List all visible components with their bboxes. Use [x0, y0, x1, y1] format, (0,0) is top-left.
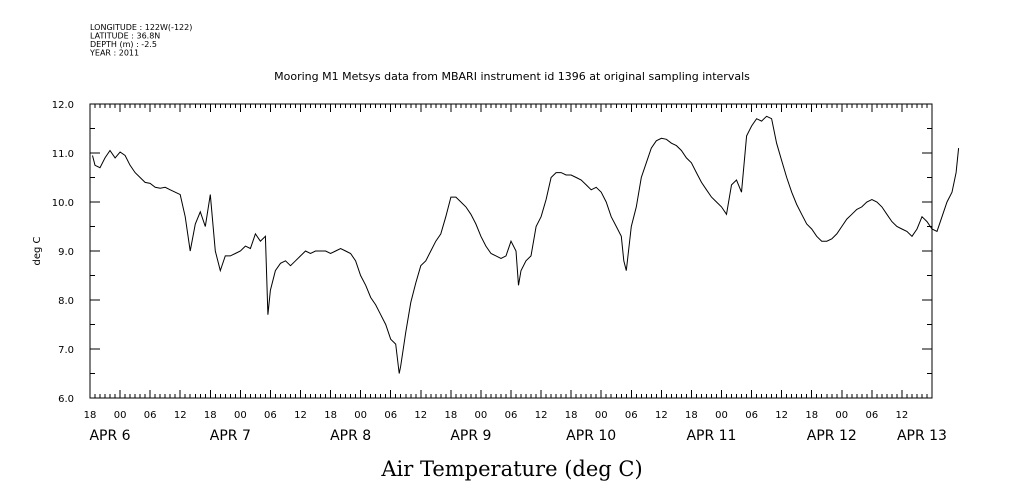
x-day-label: APR 7 — [210, 428, 251, 444]
y-tick-label: 8.0 — [58, 296, 74, 307]
x-hour-label: 18 — [84, 410, 97, 421]
x-axis-label: Air Temperature (deg C) — [380, 457, 642, 481]
x-day-label: APR 10 — [566, 428, 616, 444]
x-hour-label: 06 — [384, 410, 397, 421]
x-hour-label: 06 — [505, 410, 518, 421]
x-day-label: APR 12 — [807, 428, 857, 444]
x-day-label: APR 8 — [330, 428, 371, 444]
x-day-label: APR 9 — [450, 428, 491, 444]
chart-title: Mooring M1 Metsys data from MBARI instru… — [274, 70, 750, 83]
y-tick-label: 9.0 — [58, 247, 74, 258]
x-hour-label: 00 — [715, 410, 728, 421]
x-hour-label: 18 — [444, 410, 457, 421]
x-day-label: APR 11 — [686, 428, 736, 444]
y-tick-label: 7.0 — [58, 345, 74, 356]
y-tick-label: 11.0 — [52, 149, 74, 160]
series-line — [92, 115, 960, 374]
x-hour-label: 12 — [896, 410, 909, 421]
y-tick-label: 10.0 — [52, 198, 74, 209]
x-hour-label: 00 — [114, 410, 127, 421]
x-day-label: APR 13 — [897, 428, 947, 444]
y-axis: 6.0 7.0 8.0 9.0 10.0 11.0 12.0 — [52, 100, 932, 405]
x-hour-label: 00 — [475, 410, 488, 421]
x-hour-label: 12 — [655, 410, 668, 421]
meta-line: LATITUDE : 36.8N — [90, 32, 160, 41]
x-hour-label: 12 — [775, 410, 788, 421]
y-tick-label: 6.0 — [58, 394, 74, 405]
x-axis: 18 00 06 12 18 00 06 12 18 00 06 12 18 00 06 12 18 00 06 12… — [84, 104, 947, 444]
x-hour-label: 18 — [805, 410, 818, 421]
x-hour-label: 18 — [685, 410, 698, 421]
x-hour-label: 18 — [204, 410, 217, 421]
x-hour-label: 06 — [144, 410, 157, 421]
meta-line: YEAR : 2011 — [89, 49, 139, 58]
x-hour-label: 00 — [595, 410, 608, 421]
x-hour-label: 18 — [324, 410, 337, 421]
x-hour-label: 12 — [294, 410, 307, 421]
x-hour-label: 06 — [625, 410, 638, 421]
y-axis-label: deg C — [32, 236, 43, 265]
x-hour-label: 06 — [865, 410, 878, 421]
x-day-label: APR 6 — [89, 428, 130, 444]
x-hour-label: 06 — [745, 410, 758, 421]
x-hour-label: 12 — [414, 410, 427, 421]
meta-info: LONGITUDE : 122W(-122)LATITUDE : 36.8NDE… — [89, 23, 192, 58]
x-hour-label: 18 — [565, 410, 578, 421]
x-hour-label: 00 — [354, 410, 367, 421]
x-hour-label: 00 — [835, 410, 848, 421]
y-tick-label: 12.0 — [52, 100, 74, 111]
plot-frame — [89, 103, 933, 399]
x-hour-label: 12 — [174, 410, 187, 421]
x-hour-label: 12 — [535, 410, 548, 421]
meta-line: DEPTH (m) : -2.5 — [90, 40, 157, 49]
meta-line: LONGITUDE : 122W(-122) — [90, 23, 192, 32]
x-hour-label: 06 — [264, 410, 277, 421]
x-hour-label: 00 — [234, 410, 247, 421]
